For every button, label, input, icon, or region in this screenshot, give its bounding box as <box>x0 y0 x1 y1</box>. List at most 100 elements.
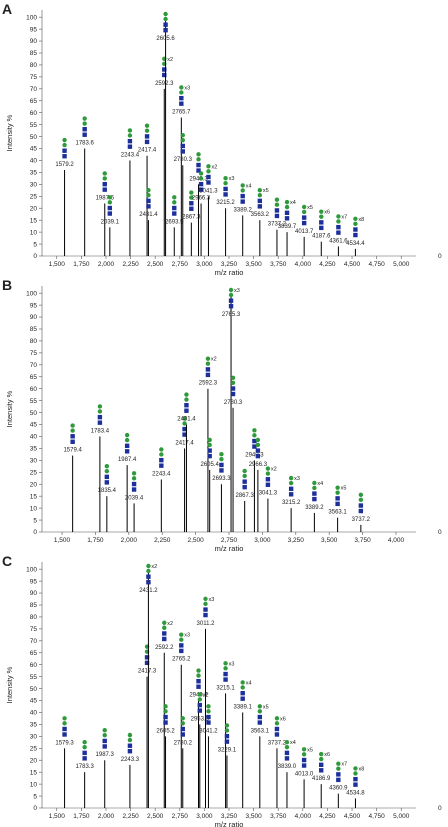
glycan-icon <box>242 473 247 479</box>
x-tick-label: 2,750 <box>221 537 238 544</box>
glycan-icon <box>197 697 202 702</box>
x-tick-label: 2,000 <box>98 261 115 268</box>
x-tick-label: 1,750 <box>73 813 90 820</box>
y-tick-label: 50 <box>30 134 38 141</box>
glycan-icon <box>104 463 110 469</box>
glycan-icon <box>242 468 247 474</box>
glycan-icon <box>223 677 228 682</box>
glycan-icon <box>146 187 151 193</box>
glycan-icon <box>223 176 228 181</box>
multiplicity-note: x5 <box>307 747 313 753</box>
glycan-icon <box>62 726 67 732</box>
glycan-icon <box>198 171 204 176</box>
glycan-icon <box>146 198 151 204</box>
glycan-icon <box>82 127 87 132</box>
glycan-icon <box>358 492 364 498</box>
peak-label: 1579.4 <box>63 448 82 454</box>
multiplicity-note: x2 <box>151 564 157 570</box>
x-tick-label: 3,750 <box>270 261 287 268</box>
glycan-icon <box>206 180 211 185</box>
y-tick-label: 35 <box>30 722 38 729</box>
glycan-icon <box>162 636 167 642</box>
glycan-icon <box>319 762 324 768</box>
glycan-icon <box>131 471 137 476</box>
glycan-icon <box>163 720 168 725</box>
glycan-icon <box>182 416 187 421</box>
peak-label: 1783.3 <box>75 764 94 770</box>
glycan-icon <box>319 220 324 225</box>
y-tick-label: 0 <box>33 529 37 536</box>
y-tick-label: 90 <box>30 38 38 45</box>
y-tick-label: 30 <box>30 734 38 741</box>
glycan-icon <box>284 739 290 745</box>
glycan-icon <box>198 176 204 181</box>
peak-label: 2605.2 <box>156 728 175 734</box>
x-tick-label: 4,500 <box>344 813 361 820</box>
glycan-icon <box>172 195 177 200</box>
peak-label: 4013.7 <box>295 229 314 235</box>
multiplicity-note: x2 <box>211 164 217 170</box>
glycan-icon <box>172 211 177 216</box>
glycan-icon <box>102 728 107 733</box>
glycan-icon <box>319 209 324 214</box>
panel-letter: B <box>2 277 12 293</box>
y-tick-label: 55 <box>30 674 38 681</box>
y-tick-label: 10 <box>30 505 38 512</box>
glycan-icon <box>219 452 224 457</box>
glycan-icon <box>70 434 75 439</box>
glycan-icon <box>223 186 228 192</box>
peak-label: 2780.3 <box>224 400 243 406</box>
glycan-icon <box>274 202 280 207</box>
glycan-icon <box>197 702 202 708</box>
y-tick-label: 60 <box>30 386 38 393</box>
y-tick-label: 25 <box>30 745 38 752</box>
x-tick-label: 2,250 <box>122 261 139 268</box>
y-tick-label: 70 <box>30 362 38 369</box>
glycan-icon <box>172 205 177 211</box>
peak-label: 3041.3 <box>259 491 278 497</box>
y-tick-label: 65 <box>30 374 38 381</box>
glycan-icon <box>180 133 185 138</box>
peak-label: 3563.1 <box>328 510 347 516</box>
glycan-icon <box>163 11 168 17</box>
peak-label: 3215.2 <box>282 500 301 506</box>
x-tick-label: 5,000 <box>393 813 410 820</box>
y-tick-label: 50 <box>30 410 38 417</box>
glycan-icon <box>159 447 164 452</box>
glycan-icon <box>319 214 324 219</box>
y-tick-label: 70 <box>30 638 38 645</box>
glycan-icon <box>82 739 87 745</box>
glycan-icon <box>62 154 67 159</box>
glycan-icon <box>70 423 75 428</box>
peak-label: 4360.9 <box>329 786 348 792</box>
x-tick-label: 3,000 <box>196 813 213 820</box>
y-tick-label: 80 <box>30 338 38 345</box>
glycan-icon <box>265 466 271 471</box>
glycan-icon <box>184 397 189 402</box>
glycan-icon <box>179 643 184 648</box>
x-tick-label: 4,750 <box>368 261 385 268</box>
y2-tick-label: 0 <box>438 529 442 536</box>
glycan-icon <box>224 723 230 728</box>
glycan-icon <box>196 684 201 689</box>
glycan-icon <box>274 213 280 219</box>
glycan-icon <box>203 612 208 618</box>
y-tick-label: 15 <box>30 217 38 224</box>
peak-label: 2765.7 <box>172 109 191 115</box>
glycan-icon <box>180 721 185 726</box>
glycan-icon <box>312 485 317 491</box>
glycan-icon <box>242 484 247 490</box>
panel: A 0 5 10 15 20 25 30 35 40 45 50 55 60 65 70 75 80 85 90 95 1… <box>2 1 442 277</box>
glycan-icon <box>284 199 290 205</box>
glycan-icon <box>62 732 67 737</box>
glycan-icon <box>203 607 208 612</box>
glycan-icon <box>336 772 341 777</box>
glycan-icon <box>127 749 133 754</box>
glycan-icon <box>107 211 113 216</box>
y-tick-label: 5 <box>33 241 37 248</box>
multiplicity-note: x5 <box>263 188 269 194</box>
glycan-icon <box>180 143 185 149</box>
y-tick-label: 45 <box>30 698 38 705</box>
glycan-icon <box>62 142 67 148</box>
x-axis-title: m/z ratio <box>215 820 244 827</box>
